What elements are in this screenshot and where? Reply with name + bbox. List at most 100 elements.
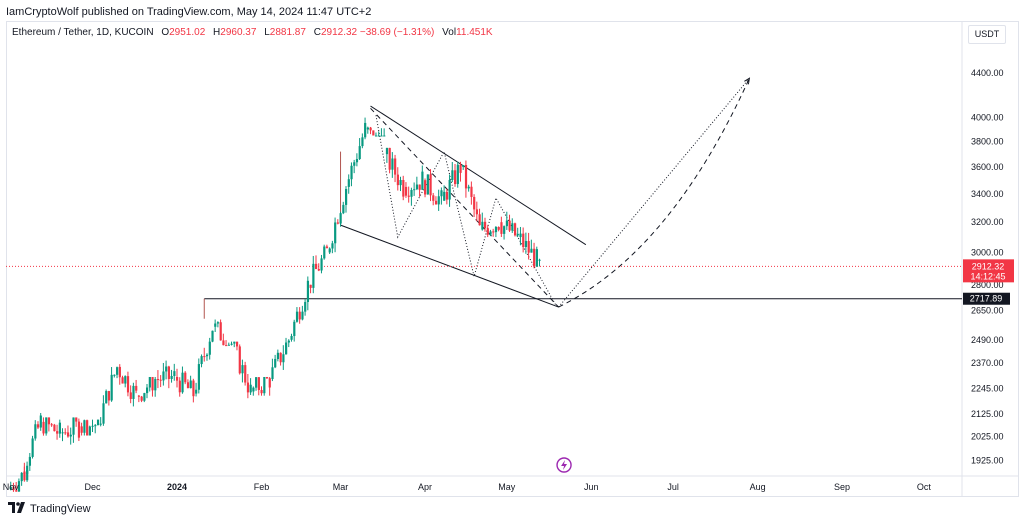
candle-body: [241, 365, 244, 374]
candle-body: [219, 322, 222, 341]
candle-body: [126, 376, 130, 393]
candle-body: [353, 162, 356, 166]
candle-body: [527, 241, 530, 253]
candle-body: [20, 472, 23, 482]
x-tick-label: Apr: [418, 482, 432, 492]
candle-body: [271, 367, 274, 380]
candle-body: [113, 374, 116, 376]
y-tick-label: 3800.00: [971, 137, 1004, 147]
close-value: 2912.32: [320, 27, 358, 38]
candle-body: [334, 222, 337, 244]
candle-body: [39, 415, 42, 428]
candle-body: [535, 249, 538, 267]
y-tick-label: 2125.00: [971, 409, 1004, 419]
y-tick-label: 2800.00: [971, 280, 1004, 290]
candle-body: [135, 385, 138, 391]
candle-body: [394, 158, 397, 175]
open-value: 2951.02: [169, 27, 206, 38]
candle-body: [396, 174, 399, 186]
candle-body: [124, 376, 127, 384]
candle-body: [249, 384, 252, 393]
tradingview-logo-icon: [8, 502, 26, 516]
candle-body: [413, 189, 416, 191]
candle-body: [522, 233, 525, 248]
candle-body: [80, 426, 83, 433]
candle-body: [464, 164, 468, 189]
y-tick-label: 3400.00: [971, 189, 1004, 199]
candle-body: [230, 343, 233, 345]
candle-body: [96, 419, 100, 426]
candle-body: [66, 432, 70, 437]
support-price-label: 2717.89: [970, 294, 1003, 304]
publication-attribution: IamCryptoWolf published on TradingView.c…: [6, 6, 372, 18]
candle-body: [410, 189, 413, 197]
channel-lower-line: [340, 224, 559, 308]
x-tick-label: Aug: [750, 482, 766, 492]
candle-body: [211, 330, 214, 342]
y-tick-label: 1925.00: [971, 455, 1004, 465]
candle-body: [86, 420, 89, 436]
candle-body: [118, 366, 121, 378]
candle-body: [255, 377, 258, 388]
candle-body: [508, 220, 511, 231]
candle-body: [475, 209, 479, 215]
candle-body: [429, 174, 432, 196]
high-value: 2960.37: [220, 27, 257, 38]
symbol-legend: Ethereum / Tether, 1D, KUCOIN O2951.02 H…: [12, 27, 493, 38]
candle-body: [42, 421, 45, 434]
candle-body: [31, 438, 34, 457]
candle-body: [473, 196, 476, 210]
x-tick-label: May: [498, 482, 516, 492]
candle-body: [165, 366, 168, 372]
candle-body: [257, 377, 260, 390]
candle-body: [415, 184, 419, 190]
candle-body: [380, 135, 383, 137]
candle-body: [287, 340, 290, 343]
projection-arrow-head: [744, 77, 751, 85]
candle-body: [197, 364, 200, 390]
candle-body: [492, 231, 495, 233]
x-tick-label: Jul: [667, 482, 679, 492]
candle-body: [383, 135, 386, 137]
candle-body: [17, 481, 21, 492]
candle-body: [105, 391, 108, 404]
candle-body: [315, 263, 318, 270]
candle-body: [23, 472, 26, 481]
candle-body: [505, 220, 509, 227]
candle-body: [344, 188, 348, 205]
candle-body: [148, 376, 151, 388]
candle-body: [456, 164, 459, 185]
candle-body: [47, 417, 51, 425]
candle-body: [374, 135, 378, 137]
candle-body: [325, 246, 329, 249]
candle-body: [445, 191, 449, 200]
candle-body: [61, 432, 64, 434]
candle-body: [186, 382, 190, 389]
candle-body: [372, 130, 375, 136]
currency-button[interactable]: USDT: [968, 25, 1006, 44]
candle-body: [91, 425, 94, 427]
y-tick-label: 2025.00: [971, 432, 1004, 442]
channel-upper-line: [370, 105, 587, 246]
candle-body: [94, 425, 97, 427]
volume-value: 11.451K: [456, 27, 493, 38]
symbol-title[interactable]: Ethereum / Tether, 1D, KUCOIN: [12, 27, 154, 38]
event-lightning-icon[interactable]: [556, 457, 572, 473]
candle-body: [399, 179, 402, 186]
candle-body: [260, 389, 263, 394]
candle-body: [407, 195, 410, 197]
candle-body: [167, 366, 171, 379]
y-tick-label: 2490.00: [971, 335, 1004, 345]
candle-body: [28, 456, 32, 466]
candle-body: [214, 323, 217, 327]
y-tick-label: 2650.00: [971, 306, 1004, 316]
candle-body: [244, 365, 247, 383]
candle-body: [451, 170, 454, 180]
candle-body: [235, 341, 239, 347]
candle-body: [366, 127, 369, 130]
candle-body: [432, 195, 435, 201]
candle-body: [440, 190, 443, 197]
low-value: 2881.87: [269, 27, 306, 38]
dashed-projection-curve: [558, 78, 750, 308]
